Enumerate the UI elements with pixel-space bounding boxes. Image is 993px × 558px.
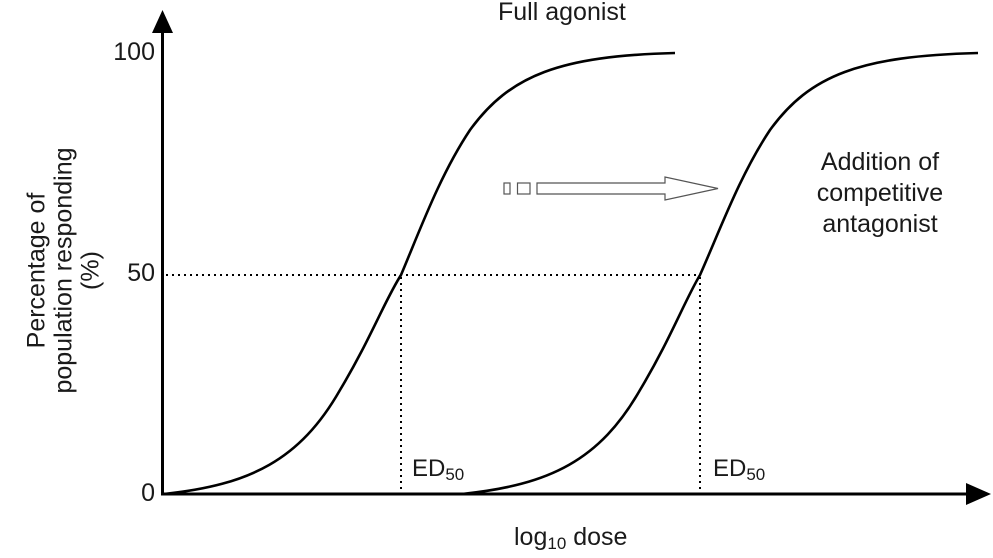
shift-arrow-icon — [503, 176, 719, 201]
x-axis-label-rest: dose — [566, 523, 628, 551]
ed50-right-main: ED — [713, 455, 747, 482]
y-tick-0: 0 — [141, 479, 155, 507]
y-axis-label-line1: Percentage of — [22, 192, 51, 349]
y-axis-label: Percentage of population responding (%) — [22, 121, 105, 421]
curve-full-agonist — [163, 51, 676, 496]
y-axis-arrowhead-icon — [152, 10, 173, 33]
antagonist-line3: antagonist — [822, 210, 938, 238]
ed50-label-left: ED50 — [412, 455, 464, 485]
chart-title: Full agonist — [498, 0, 626, 26]
x-axis-label-sub: 10 — [547, 534, 567, 553]
ed50-left-main: ED — [412, 455, 446, 482]
x-axis-label: log10 dose — [514, 523, 627, 554]
y-tick-50: 50 — [127, 259, 155, 287]
x-axis-arrowhead-icon — [966, 483, 991, 505]
ed50-left-sub: 50 — [445, 465, 465, 484]
y-axis-label-line2: population responding — [49, 147, 78, 394]
ed50-right-sub: 50 — [746, 465, 766, 484]
curve-with-antagonist — [461, 51, 979, 496]
antagonist-line1: Addition of — [820, 148, 940, 176]
y-axis-label-line3: (%) — [76, 251, 105, 290]
y-tick-100: 100 — [113, 38, 155, 66]
antagonist-annotation: Addition of competitive antagonist — [790, 147, 970, 240]
ed50-label-right: ED50 — [713, 455, 765, 485]
x-axis-label-main: log — [514, 523, 548, 551]
antagonist-line2: competitive — [816, 179, 944, 207]
